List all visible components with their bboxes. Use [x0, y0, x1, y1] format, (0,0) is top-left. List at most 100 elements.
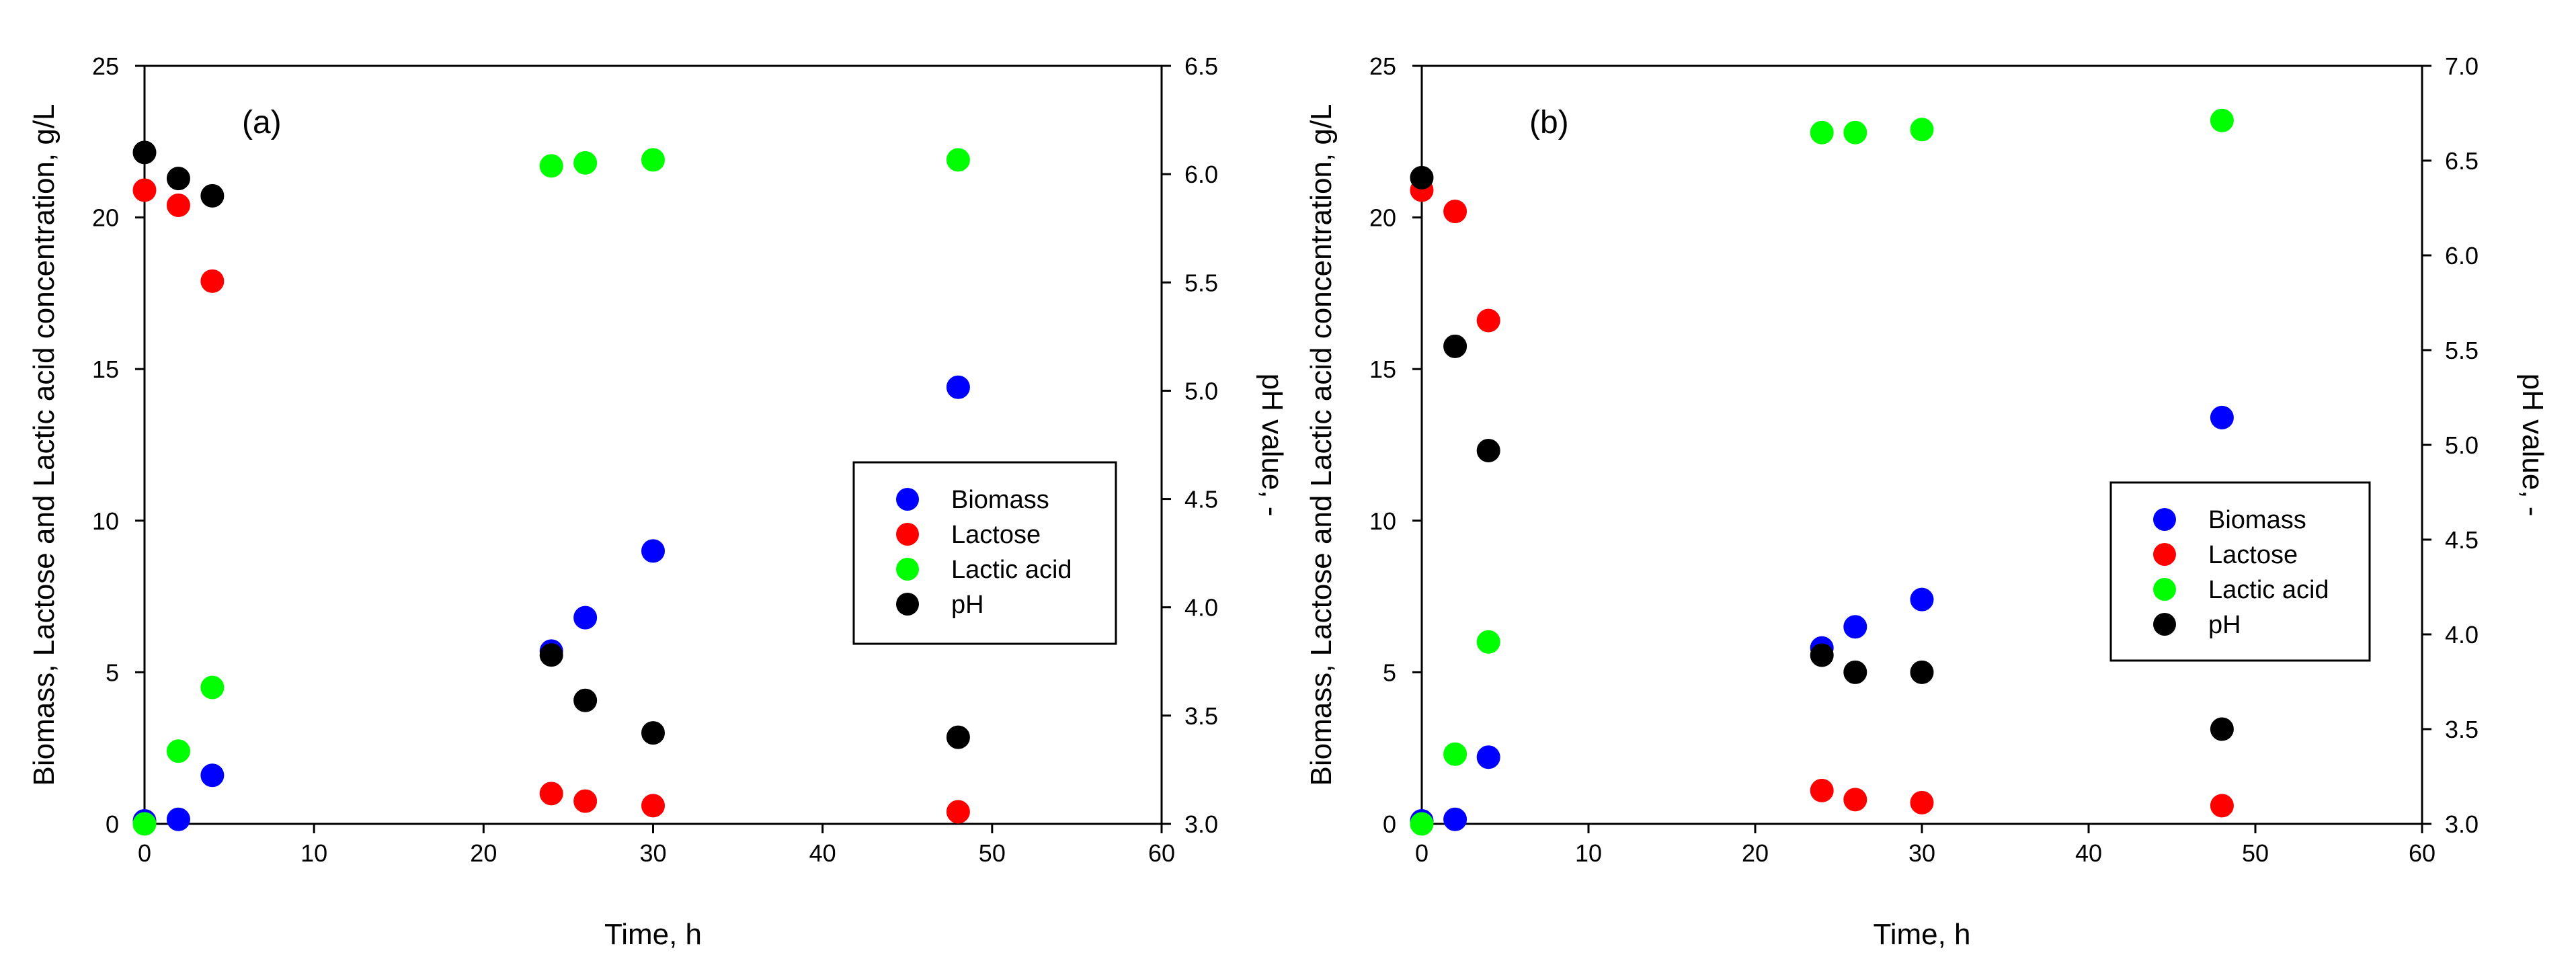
series-lactic-acid [132, 148, 970, 836]
y-tick-label: 10 [92, 507, 119, 535]
data-point [166, 739, 190, 763]
data-point [2210, 108, 2234, 132]
data-point [539, 782, 563, 806]
data-point [1410, 165, 1434, 190]
y2-tick-label: 3.5 [1184, 702, 1218, 730]
y2-tick-label: 5.5 [1184, 269, 1218, 296]
y-tick-label: 20 [92, 204, 119, 232]
y-tick-label: 5 [1383, 659, 1396, 686]
legend-box [2109, 481, 2371, 662]
data-point [1443, 200, 1467, 224]
legend-marker [896, 488, 919, 511]
y-tick-label: 25 [1369, 52, 1396, 80]
x-tick-label: 20 [470, 839, 497, 867]
data-point [132, 140, 157, 165]
data-point [573, 151, 598, 175]
data-point [166, 194, 190, 218]
data-point [641, 794, 665, 818]
data-point [1476, 438, 1500, 462]
data-point [1443, 742, 1467, 766]
data-point [539, 643, 563, 667]
x-tick-label: 50 [2242, 839, 2269, 867]
data-point [641, 539, 665, 563]
data-point [2210, 405, 2234, 429]
legend-label: pH [951, 591, 984, 619]
x-tick-label: 10 [1575, 839, 1602, 867]
data-point [573, 688, 598, 712]
data-point [1410, 812, 1434, 836]
legend-label: Lactic acid [951, 556, 1072, 584]
legend-label: Biomass [951, 486, 1049, 514]
y2-tick-label: 5.0 [2445, 431, 2479, 459]
data-point [1476, 308, 1500, 333]
y2-tick-label: 6.0 [2445, 242, 2479, 269]
x-tick-label: 40 [809, 839, 836, 867]
series-lactose [132, 178, 970, 824]
y-tick-label: 0 [1383, 810, 1396, 838]
data-point [200, 763, 225, 788]
y-axis-label: Biomass, Lactose and Lactic acid concent… [28, 103, 61, 786]
chart-panel-a: 0 10 20 30 40 50 60 0 5 10 15 20 25 3.0 3.5 4.0 4.5 5.0 5.… [28, 52, 1289, 951]
data-point [1810, 778, 1834, 802]
series-ph [1410, 165, 2234, 741]
legend-label: Lactose [2208, 541, 2298, 569]
panel-label: (a) [242, 105, 282, 140]
series-ph [132, 140, 970, 749]
data-point [946, 375, 970, 399]
data-point [2210, 717, 2234, 741]
y2-tick-label: 6.5 [2445, 147, 2479, 175]
y2-tick-label: 6.0 [1184, 161, 1218, 188]
data-point [946, 725, 970, 749]
y-tick-label: 25 [92, 52, 119, 80]
panel-label: (b) [1529, 105, 1569, 140]
legend-label: Biomass [2208, 506, 2306, 534]
series-biomass [132, 375, 970, 833]
x-tick-label: 60 [1148, 839, 1175, 867]
data-point [1476, 630, 1500, 654]
data-point [1910, 118, 1934, 142]
y-tick-label: 15 [92, 355, 119, 383]
x-tick-label: 20 [1742, 839, 1769, 867]
data-point [641, 721, 665, 745]
legend-box [852, 461, 1117, 645]
y2-tick-label: 4.5 [2445, 526, 2479, 554]
y2-tick-label: 3.0 [2445, 810, 2479, 838]
data-point [1810, 120, 1834, 144]
legend-label: Lactose [951, 521, 1041, 549]
data-point [1843, 788, 1867, 812]
data-point [2210, 794, 2234, 818]
data-point [539, 154, 563, 178]
data-point [132, 812, 157, 836]
legend-marker [2153, 578, 2176, 601]
y2-axis-label: pH value, - [1256, 374, 1289, 517]
legend: Biomass Lactose Lactic acid pH [2109, 481, 2371, 662]
data-point [1843, 615, 1867, 639]
y2-tick-label: 7.0 [2445, 52, 2479, 80]
data-point [1843, 120, 1867, 144]
plot-frame [143, 65, 1163, 825]
series-lactose [1410, 178, 2234, 818]
data-point [1910, 790, 1934, 814]
x-tick-label: 40 [2075, 839, 2102, 867]
y-tick-label: 5 [106, 659, 119, 686]
y2-tick-label: 3.5 [2445, 716, 2479, 743]
legend-label: pH [2208, 611, 2241, 639]
data-point [166, 807, 190, 831]
series-lactic-acid [1410, 108, 2234, 836]
x-tick-label: 0 [1415, 839, 1428, 867]
legend-marker [896, 593, 919, 616]
y-tick-label: 10 [1369, 507, 1396, 535]
legend-marker [2153, 543, 2176, 566]
x-tick-label: 50 [979, 839, 1006, 867]
data-point [200, 183, 225, 208]
y-axis-label: Biomass, Lactose and Lactic acid concent… [1305, 103, 1338, 786]
data-point [946, 148, 970, 172]
legend-marker [2153, 613, 2176, 636]
data-point [1810, 643, 1834, 667]
data-point [1910, 660, 1934, 684]
y2-tick-label: 4.5 [1184, 486, 1218, 513]
x-tick-label: 10 [300, 839, 327, 867]
legend: Biomass Lactose Lactic acid pH [852, 461, 1117, 645]
y-tick-label: 20 [1369, 204, 1396, 232]
